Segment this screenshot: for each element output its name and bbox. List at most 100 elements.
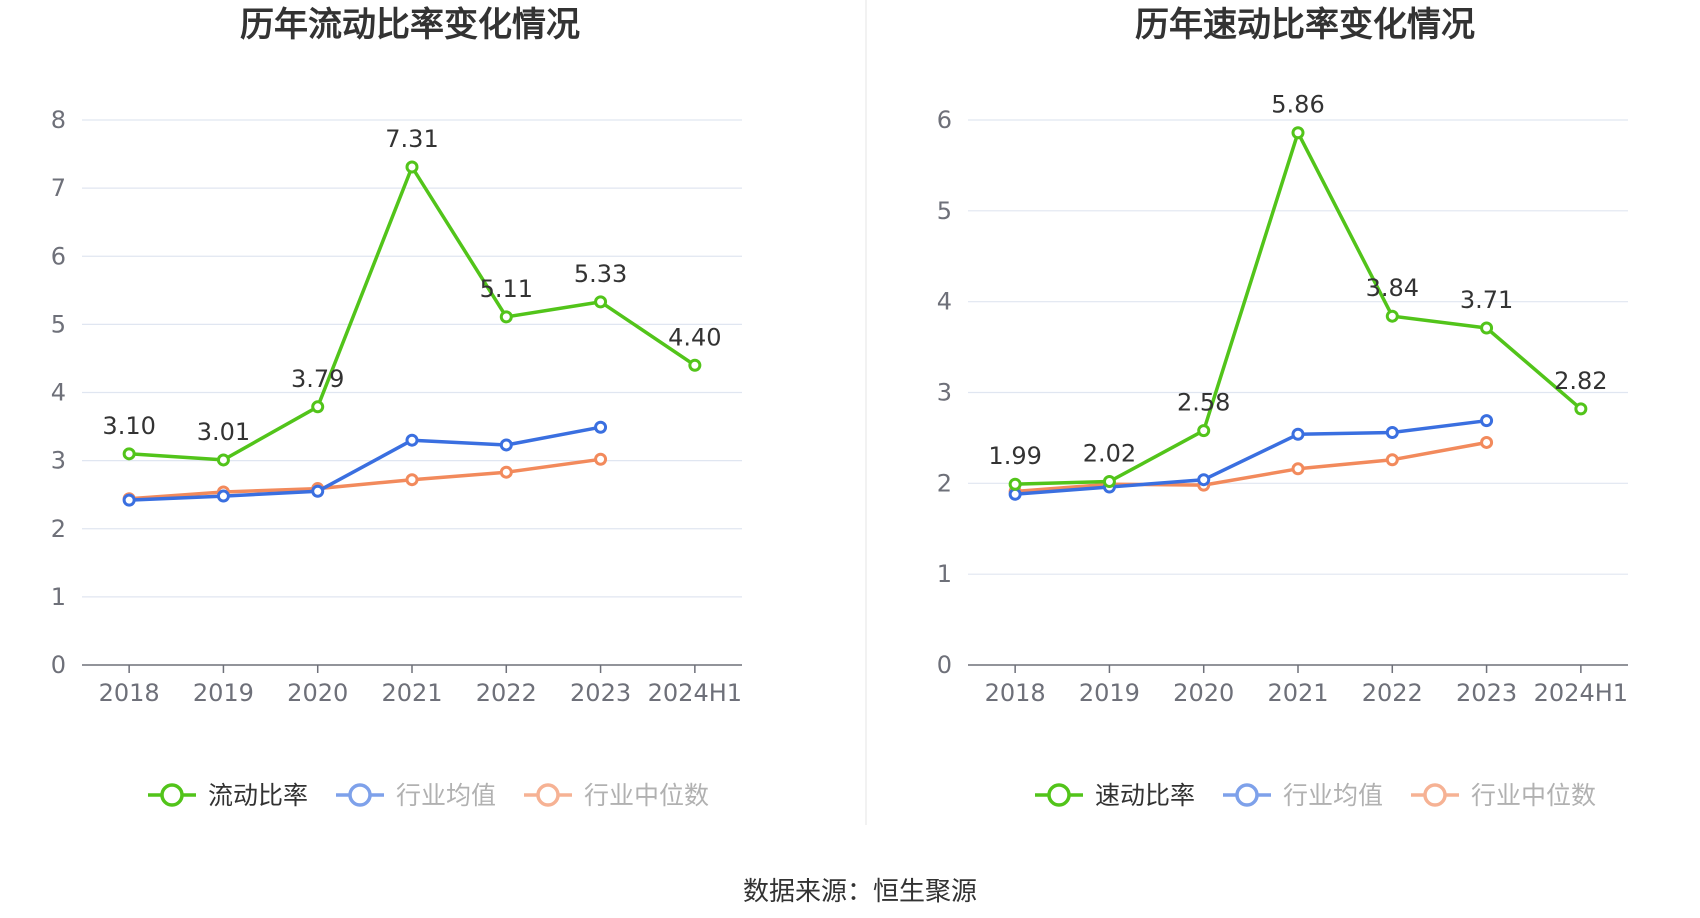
data-label: 2.58 — [1177, 389, 1230, 417]
legend-item[interactable]: 速动比率 — [1035, 781, 1195, 810]
data-point[interactable] — [1385, 453, 1399, 467]
x-tick-label: 2024H1 — [648, 679, 742, 707]
data-label: 3.71 — [1460, 286, 1513, 314]
x-tick-label: 2021 — [1267, 679, 1328, 707]
data-point[interactable] — [1480, 414, 1494, 428]
data-point[interactable] — [1197, 424, 1211, 438]
data-point[interactable] — [216, 489, 230, 503]
data-point[interactable] — [1385, 425, 1399, 439]
data-source-caption: 数据来源：恒生聚源 — [743, 877, 977, 907]
y-tick-label: 4 — [51, 379, 66, 407]
data-point[interactable] — [499, 438, 513, 452]
data-label: 3.84 — [1366, 274, 1419, 302]
x-tick-label: 2022 — [476, 679, 537, 707]
x-tick-label: 2020 — [287, 679, 348, 707]
data-point[interactable] — [594, 295, 608, 309]
data-label: 4.40 — [668, 323, 721, 351]
data-point[interactable] — [1197, 473, 1211, 487]
x-tick-label: 2018 — [99, 679, 160, 707]
data-point[interactable] — [311, 400, 325, 414]
x-tick-label: 2019 — [1079, 679, 1140, 707]
data-point[interactable] — [405, 160, 419, 174]
data-label: 2.82 — [1554, 367, 1607, 395]
legend-item[interactable]: 行业均值 — [336, 781, 496, 810]
series-line-1 — [128, 165, 696, 462]
y-tick-label: 4 — [937, 288, 952, 316]
data-label: 3.79 — [291, 365, 344, 393]
y-tick-label: 6 — [51, 242, 66, 270]
data-point[interactable] — [1385, 309, 1399, 323]
legend-label: 速动比率 — [1095, 781, 1195, 810]
data-point[interactable] — [1480, 435, 1494, 449]
legend-label: 行业中位数 — [1471, 781, 1596, 810]
legend-marker-icon — [1235, 783, 1259, 807]
legend-label: 流动比率 — [208, 781, 308, 810]
data-label: 5.11 — [480, 275, 533, 303]
x-tick-label: 2023 — [1456, 679, 1517, 707]
data-point[interactable] — [311, 484, 325, 498]
data-point[interactable] — [1291, 462, 1305, 476]
series-line-2 — [129, 425, 601, 502]
x-tick-label: 2024H1 — [1534, 679, 1628, 707]
legend-marker-icon — [1423, 783, 1447, 807]
series-line-3 — [128, 457, 601, 501]
legend-marker-icon — [160, 783, 184, 807]
data-point[interactable] — [594, 420, 608, 434]
legend-marker-icon — [536, 783, 560, 807]
legend-item[interactable]: 流动比率 — [148, 781, 308, 810]
x-tick-label: 2019 — [193, 679, 254, 707]
y-tick-label: 2 — [51, 515, 66, 543]
data-point[interactable] — [499, 465, 513, 479]
chart-panel-1: 历年流动比率变化情况 0 1 2 3 4 5 6 7 8 2018 2019 2020 2021 2022 2… — [51, 5, 742, 810]
legend-marker-icon — [348, 783, 372, 807]
x-tick-label: 2020 — [1173, 679, 1234, 707]
data-label: 5.86 — [1271, 91, 1324, 119]
data-point[interactable] — [1291, 427, 1305, 441]
data-point[interactable] — [405, 473, 419, 487]
x-tick-label: 2018 — [985, 679, 1046, 707]
x-tick-label: 2021 — [381, 679, 442, 707]
y-tick-label: 0 — [51, 651, 66, 679]
data-point[interactable] — [688, 358, 702, 372]
y-tick-label: 0 — [937, 651, 952, 679]
y-tick-label: 2 — [937, 469, 952, 497]
chart-title: 历年流动比率变化情况 — [240, 5, 580, 45]
data-label: 3.01 — [197, 418, 250, 446]
legend-label: 行业均值 — [1283, 781, 1383, 810]
y-tick-label: 6 — [937, 106, 952, 134]
data-point[interactable] — [1574, 402, 1588, 416]
data-point[interactable] — [1008, 477, 1022, 491]
data-point[interactable] — [594, 452, 608, 466]
y-tick-label: 8 — [51, 106, 66, 134]
data-point[interactable] — [405, 433, 419, 447]
data-point[interactable] — [1480, 321, 1494, 335]
legend-item[interactable]: 行业中位数 — [1411, 781, 1596, 810]
y-tick-label: 1 — [937, 560, 952, 588]
data-point[interactable] — [499, 310, 513, 324]
data-point[interactable] — [216, 453, 230, 467]
legend-item[interactable]: 行业中位数 — [524, 781, 709, 810]
data-point[interactable] — [1102, 475, 1116, 489]
y-tick-label: 3 — [51, 447, 66, 475]
data-label: 2.02 — [1083, 440, 1136, 468]
y-tick-label: 1 — [51, 583, 66, 611]
y-tick-label: 5 — [51, 310, 66, 338]
data-point[interactable] — [122, 447, 136, 461]
series-line-2 — [1014, 418, 1487, 496]
x-tick-label: 2022 — [1362, 679, 1423, 707]
series-line-3 — [1014, 440, 1487, 494]
legend-label: 行业中位数 — [584, 781, 709, 810]
data-point[interactable] — [1291, 126, 1305, 140]
data-label: 7.31 — [385, 125, 438, 153]
legend-marker-icon — [1047, 783, 1071, 807]
data-point[interactable] — [122, 493, 136, 507]
data-label: 3.10 — [102, 412, 155, 440]
y-tick-label: 7 — [51, 174, 66, 202]
chart-title: 历年速动比率变化情况 — [1135, 5, 1475, 45]
data-label: 1.99 — [988, 442, 1041, 470]
chart-panel-2: 历年速动比率变化情况 0 1 2 3 4 5 6 2018 2019 2020 2021 2022 202… — [937, 5, 1628, 810]
x-tick-label: 2023 — [570, 679, 631, 707]
y-tick-label: 3 — [937, 379, 952, 407]
legend-item[interactable]: 行业均值 — [1223, 781, 1383, 810]
